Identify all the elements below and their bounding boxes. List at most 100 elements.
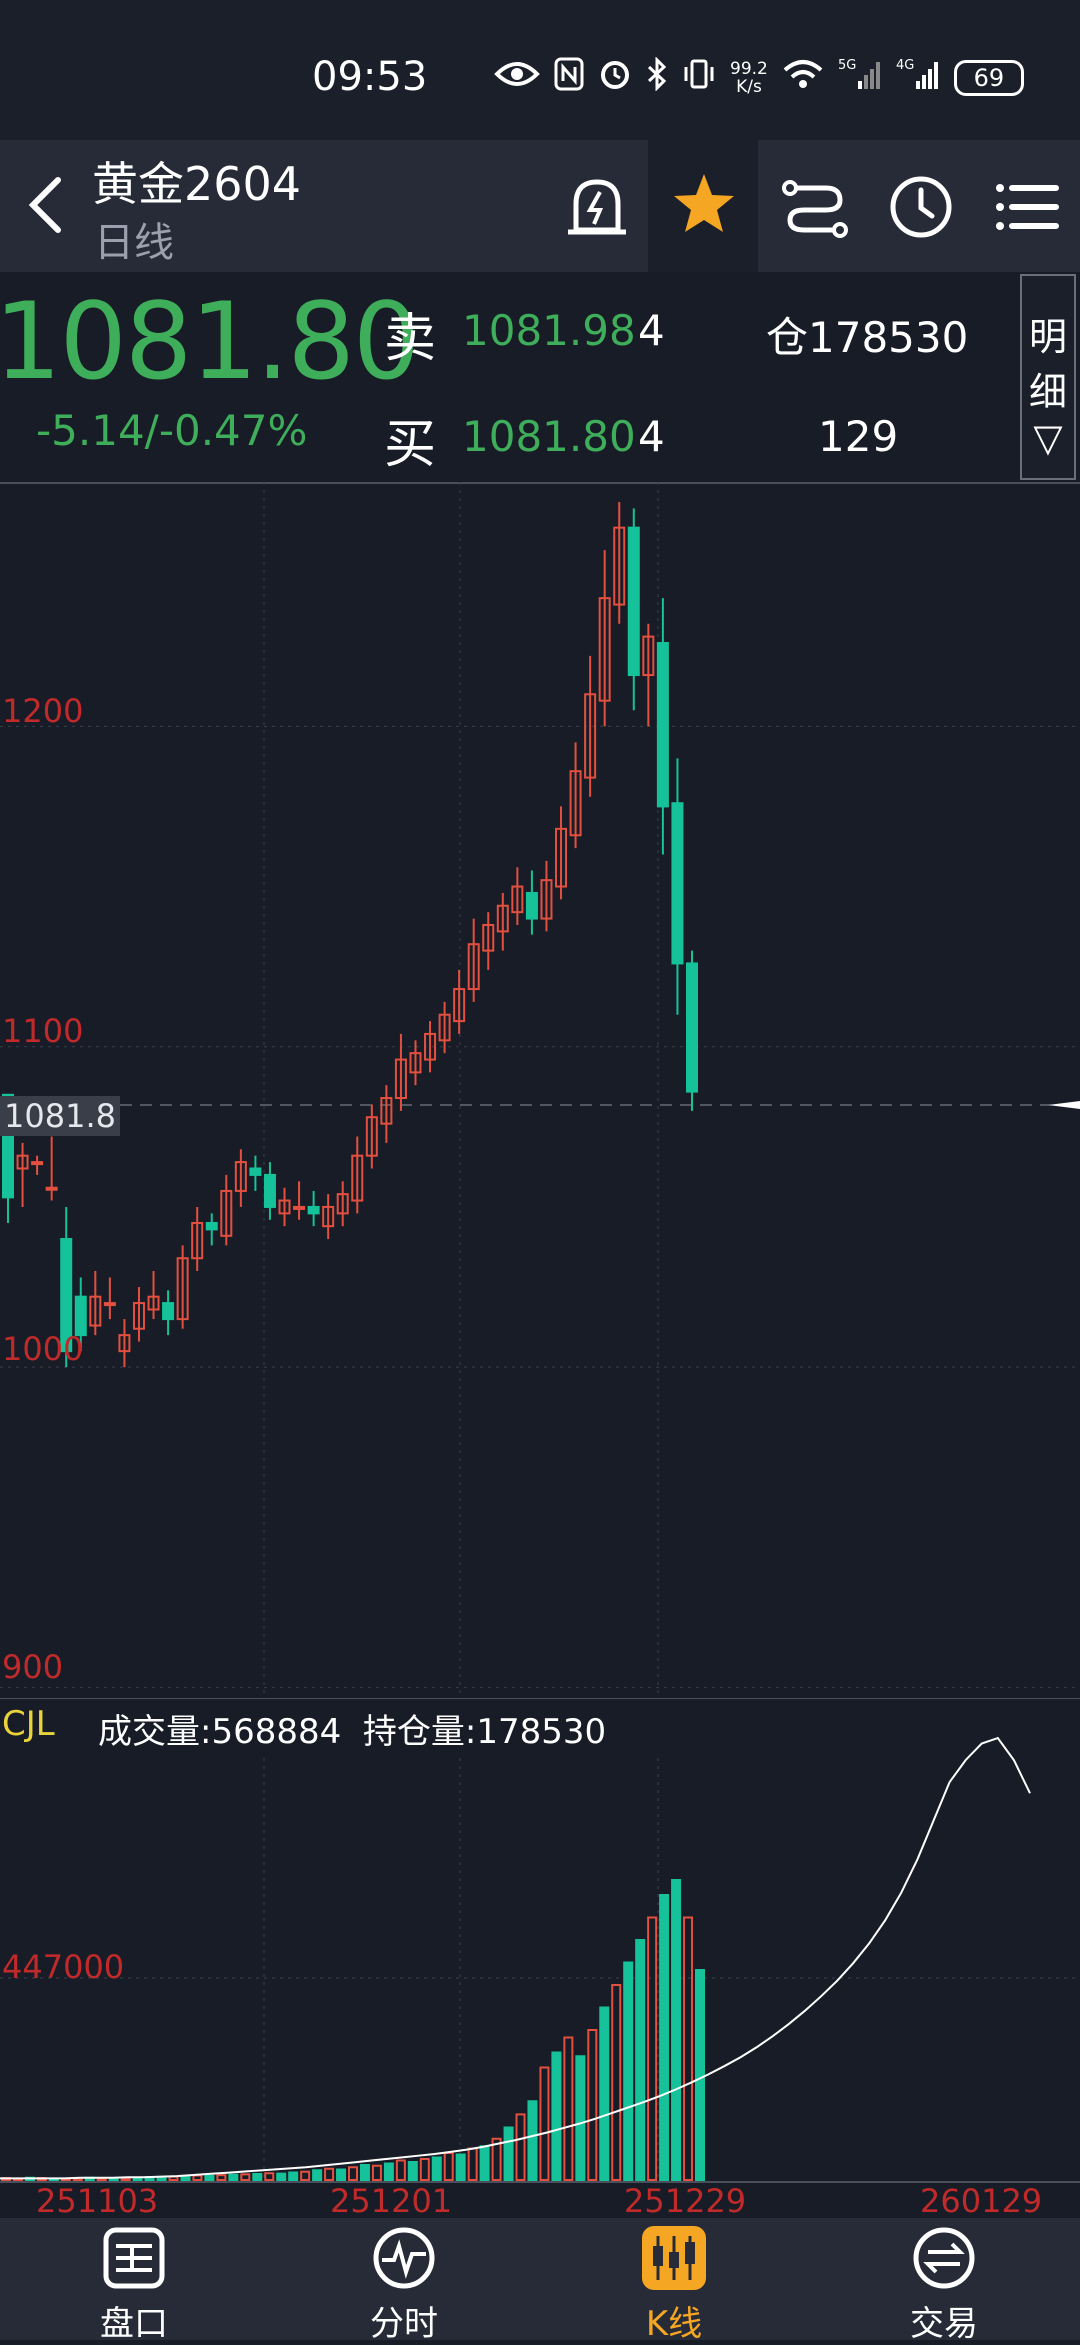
candle-body bbox=[249, 1167, 262, 1176]
price-axis-label: 900 bbox=[2, 1648, 64, 1686]
wifi-icon bbox=[782, 58, 824, 98]
volume-bar bbox=[407, 2161, 418, 2181]
vibrate-icon bbox=[682, 57, 716, 99]
quote-panel: 1081.80 -5.14/-0.47% 卖 1081.98 4 买 1081.… bbox=[0, 272, 1080, 484]
candle-body bbox=[540, 879, 553, 920]
buy-qty: 4 bbox=[638, 412, 665, 461]
date-label: 251229 bbox=[624, 2182, 747, 2220]
current-price-pointer bbox=[1048, 1101, 1080, 1110]
contract-title: 黄金2604 bbox=[92, 157, 302, 211]
price-axis-label: 1200 bbox=[2, 692, 84, 730]
tab-kline[interactable]: K线 bbox=[574, 2218, 774, 2344]
candle-body bbox=[307, 1205, 320, 1215]
net-speed: 99.2 K/s bbox=[730, 59, 768, 97]
volume-bar bbox=[455, 2153, 466, 2181]
candle-body bbox=[424, 1032, 437, 1061]
volume-bar bbox=[276, 2172, 287, 2181]
candle-body bbox=[16, 1154, 29, 1170]
star-icon bbox=[674, 174, 734, 232]
volume-bar bbox=[575, 2055, 586, 2181]
alert-button[interactable] bbox=[560, 170, 634, 244]
volume-bar bbox=[288, 2171, 299, 2181]
triangle-down-icon: ▽ bbox=[1033, 416, 1063, 460]
tab-timeshare[interactable]: 分时 bbox=[304, 2218, 504, 2344]
candle-body bbox=[74, 1295, 87, 1337]
candle-body bbox=[394, 1058, 407, 1100]
candle-body bbox=[453, 988, 466, 1023]
volume-header: CJL 成交量:568884 持仓量:178530 bbox=[0, 1700, 1080, 1752]
volume-bar bbox=[431, 2156, 442, 2181]
detail-toggle-button[interactable]: 明 细 ▽ bbox=[1020, 274, 1076, 480]
current-price-tag: 1081.8 bbox=[0, 1096, 120, 1136]
volume-bar bbox=[587, 2029, 598, 2181]
price-axis-label: 1000 bbox=[2, 1330, 84, 1368]
candle-body bbox=[60, 1237, 73, 1353]
volume-bar bbox=[539, 2066, 550, 2181]
volume-bar bbox=[491, 2137, 502, 2181]
volume-bar bbox=[180, 2175, 191, 2181]
compare-button[interactable] bbox=[778, 170, 852, 244]
candle-body bbox=[2, 1093, 14, 1199]
alert-icon bbox=[568, 179, 626, 235]
candle-body bbox=[132, 1302, 145, 1330]
volume-bar bbox=[156, 2176, 167, 2181]
history-button[interactable] bbox=[884, 170, 958, 244]
volume-delta: 129 bbox=[818, 412, 899, 461]
volume-chart[interactable] bbox=[0, 1698, 1080, 2184]
volume-bar bbox=[443, 2152, 454, 2181]
candle-body bbox=[31, 1161, 44, 1166]
sell-price: 1081.98 bbox=[462, 306, 636, 355]
volume-bar bbox=[635, 1939, 646, 2181]
back-button[interactable] bbox=[18, 170, 78, 240]
volume-readout: 成交量:568884 持仓量:178530 bbox=[98, 1712, 607, 1752]
date-label: 260129 bbox=[920, 2182, 1043, 2220]
candle-body bbox=[569, 770, 582, 837]
exchange-icon bbox=[913, 2227, 975, 2289]
alarm-icon bbox=[598, 57, 632, 99]
battery-indicator: 69 bbox=[953, 60, 1024, 96]
signal-4g-icon: 4G bbox=[896, 57, 940, 99]
volume-bar bbox=[252, 2173, 263, 2181]
menu-icon bbox=[996, 184, 1059, 230]
candle-body bbox=[496, 904, 509, 933]
candle-body bbox=[686, 962, 698, 1093]
tab-orderbook[interactable]: 盘口 bbox=[34, 2218, 234, 2344]
status-bar: 09:53 99.2 K/s 5G 4G 69 bbox=[0, 0, 1080, 140]
menu-button[interactable] bbox=[990, 170, 1064, 244]
candlestick-icon bbox=[642, 2226, 706, 2290]
candle-body bbox=[598, 597, 611, 702]
favorite-button[interactable] bbox=[648, 140, 758, 272]
candle-body bbox=[278, 1199, 291, 1215]
period-label[interactable]: 日线 bbox=[94, 220, 174, 266]
candle-body bbox=[511, 885, 524, 914]
candle-body bbox=[525, 891, 538, 920]
indicator-selector[interactable]: CJL bbox=[2, 1704, 55, 1744]
title-area: 黄金2604 日线 bbox=[0, 140, 648, 272]
toolbar-right bbox=[758, 140, 1080, 272]
volume-bar bbox=[371, 2164, 382, 2181]
volume-bar bbox=[623, 1961, 634, 2181]
bluetooth-icon bbox=[646, 56, 668, 99]
candle-body bbox=[351, 1154, 364, 1202]
price-axis-label: 1100 bbox=[2, 1012, 84, 1050]
volume-bar bbox=[695, 1969, 705, 2181]
volume-bar bbox=[467, 2147, 478, 2181]
volume-bar bbox=[647, 1916, 658, 2181]
candle-body bbox=[380, 1097, 393, 1125]
tab-trade[interactable]: 交易 bbox=[844, 2218, 1044, 2344]
date-label: 251103 bbox=[36, 2182, 159, 2220]
sell-qty: 4 bbox=[638, 306, 665, 355]
kline-chart[interactable] bbox=[0, 482, 1080, 1698]
volume-bar bbox=[383, 2162, 394, 2181]
clock-icon bbox=[890, 176, 952, 238]
volume-bar bbox=[551, 2051, 562, 2181]
volume-bar bbox=[599, 2006, 610, 2181]
volume-bar bbox=[192, 2174, 203, 2181]
candle-body bbox=[365, 1116, 378, 1157]
candle-body bbox=[627, 526, 640, 677]
candle-body bbox=[482, 923, 495, 952]
candle-body bbox=[103, 1302, 116, 1307]
volume-bar bbox=[419, 2158, 430, 2181]
volume-bar bbox=[300, 2170, 311, 2181]
volume-bar bbox=[348, 2166, 358, 2181]
